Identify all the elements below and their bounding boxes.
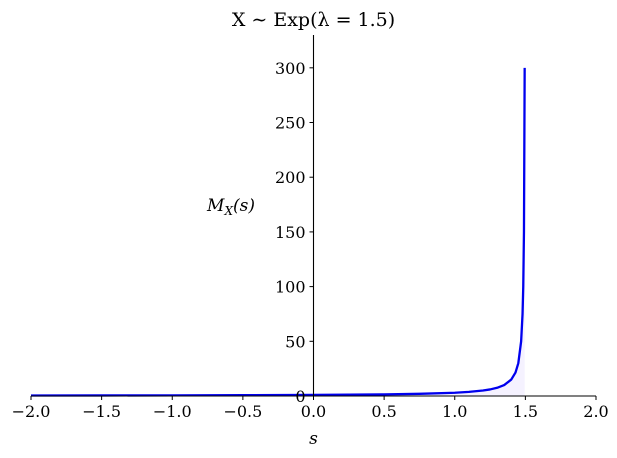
x-tick-label: 2.0 [583, 402, 608, 421]
x-tick-label: 0.0 [301, 402, 326, 421]
x-tick-label: −1.0 [153, 402, 192, 421]
x-tick-label: 0.5 [371, 402, 396, 421]
x-tick-label: −2.0 [12, 402, 51, 421]
x-ticks: −2.0 −1.5 −1.0 −0.5 0.0 0.5 1.0 1.5 2.0 [12, 396, 609, 421]
line-layer [30, 67, 526, 397]
y-tick-label: 300 [275, 59, 306, 78]
y-tick-label: 200 [275, 168, 306, 187]
x-axis-label: s [309, 429, 318, 449]
y-tick-label: 100 [275, 278, 306, 297]
x-tick-label: 1.0 [442, 402, 467, 421]
x-tick-label: −0.5 [223, 402, 262, 421]
y-tick-label: 50 [285, 332, 305, 351]
y-tick-label: 250 [275, 114, 306, 133]
x-tick-label: −1.5 [82, 402, 121, 421]
y-axis-label: MX(s) [206, 196, 255, 218]
y-ticks: 0 50 100 150 200 250 300 [275, 59, 314, 406]
y-tick-label: 150 [275, 223, 306, 242]
chart-title: X ∼ Exp(λ = 1.5) [232, 9, 395, 31]
x-tick-label: 1.5 [513, 402, 538, 421]
y-tick-label: 0 [295, 387, 305, 406]
series-line [30, 67, 526, 397]
